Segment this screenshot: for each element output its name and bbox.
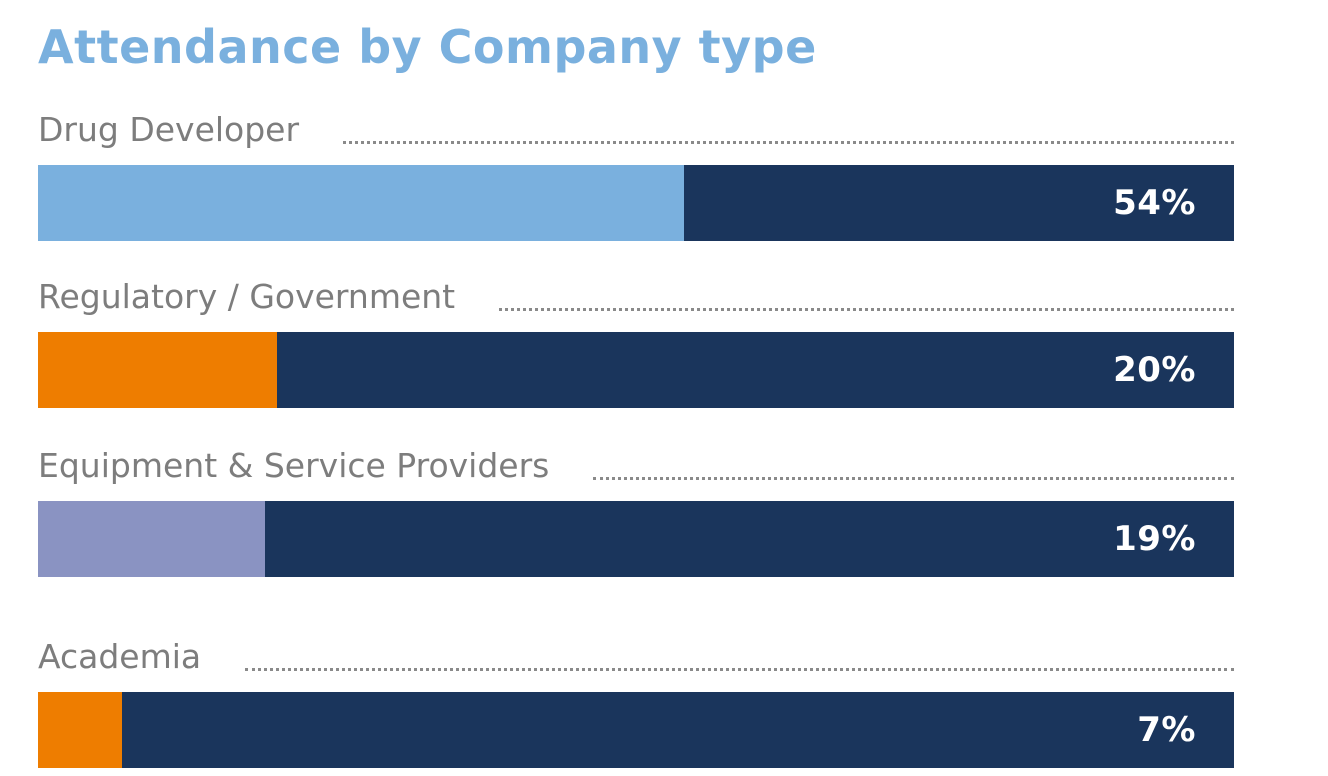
category-label: Equipment & Service Providers: [38, 446, 550, 485]
category-label: Drug Developer: [38, 110, 300, 149]
chart-title: Attendance by Company type: [38, 20, 817, 74]
dotted-leader-line: [245, 668, 1234, 671]
bar-row: Academia 7%: [38, 633, 1234, 773]
bar-track: 20%: [38, 332, 1234, 408]
bar-value-label: 7%: [1137, 710, 1196, 750]
bar-track: 7%: [38, 692, 1234, 768]
bar-value-label: 20%: [1113, 350, 1196, 390]
bar-fill: [38, 165, 684, 241]
bar-row: Equipment & Service Providers 19%: [38, 442, 1234, 582]
bar-track: 54%: [38, 165, 1234, 241]
bar-track: 19%: [38, 501, 1234, 577]
bar-fill: [38, 332, 277, 408]
bar-fill: [38, 692, 122, 768]
category-label-line: Regulatory / Government: [38, 273, 1234, 323]
dotted-leader-line: [593, 477, 1234, 480]
category-label: Academia: [38, 637, 202, 676]
bar-value-label: 54%: [1113, 183, 1196, 223]
category-label-line: Drug Developer: [38, 106, 1234, 156]
dotted-leader-line: [343, 141, 1234, 144]
category-label-line: Equipment & Service Providers: [38, 442, 1234, 492]
category-label-line: Academia: [38, 633, 1234, 683]
dotted-leader-line: [499, 308, 1234, 311]
category-label: Regulatory / Government: [38, 277, 456, 316]
bar-fill: [38, 501, 265, 577]
bar-row: Regulatory / Government 20%: [38, 273, 1234, 413]
bar-value-label: 19%: [1113, 519, 1196, 559]
bar-row: Drug Developer 54%: [38, 106, 1234, 246]
